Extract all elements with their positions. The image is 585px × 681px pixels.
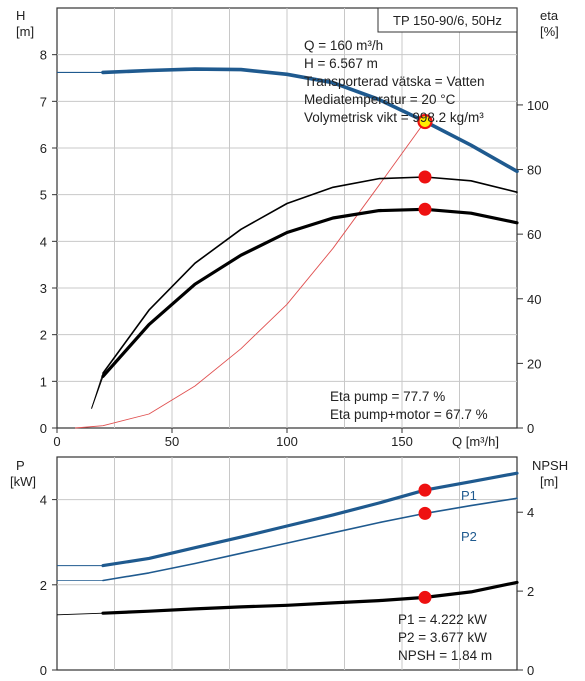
top-y-right-tick-label: 0: [527, 421, 534, 436]
bottom-curve-p2: [102, 497, 518, 582]
bottom-y-right-label: NPSH: [532, 458, 568, 473]
bottom-y-left-tick-label: 4: [40, 493, 47, 508]
top-y-left-tick-label: 6: [40, 141, 47, 156]
bottom-curve-npsh: [101, 580, 519, 615]
series-label-p2: P2: [461, 529, 477, 544]
top-duty-marker: [418, 170, 432, 184]
info-density: Volymetrisk vikt = 998.2 kg/m³: [304, 110, 484, 125]
info-flow: Q = 160 m³/h: [304, 38, 383, 53]
top-y-right-tick-label: 80: [527, 163, 541, 178]
marker-layer: [417, 113, 433, 604]
operating-point-marker: [417, 113, 433, 130]
bottom-y-left-label: P: [16, 458, 25, 473]
top-x-tick-label: 50: [165, 434, 179, 449]
top-x-tick-label: 100: [276, 434, 298, 449]
top-y-right-tick-label: 100: [527, 98, 549, 113]
top-y-right-tick-label: 60: [527, 227, 541, 242]
bottom-y-right-tick-label: 2: [527, 584, 534, 599]
top-y-left-tick-label: 5: [40, 188, 47, 203]
info-eta-pump: Eta pump = 77.7 %: [330, 389, 445, 404]
top-y-right-label: eta: [540, 8, 559, 23]
top-curve-efficiency-thin: [102, 176, 518, 374]
top-y-left-unit: [m]: [16, 24, 34, 39]
top-y-right-unit: [%]: [540, 24, 559, 39]
bottom-y-right-tick-label: 4: [527, 505, 534, 520]
series-label-p1: P1: [461, 488, 477, 503]
top-curve-efficiency-thick-extension: [91, 376, 104, 409]
bottom-y-left-tick-label: 2: [40, 578, 47, 593]
pump-model-label: TP 150-90/6, 50Hz: [393, 13, 502, 28]
info-liquid: Transporterad vätska = Vatten: [304, 74, 484, 89]
bottom-duty-marker: [418, 590, 432, 604]
top-duty-marker: [418, 202, 432, 216]
curve-layer: [56, 67, 519, 616]
info-npsh: NPSH = 1.84 m: [398, 648, 492, 663]
top-y-right-tick-label: 20: [527, 356, 541, 371]
top-x-axis-label: Q [m³/h]: [452, 434, 499, 449]
info-p2: P2 = 3.677 kW: [398, 630, 487, 645]
top-x-tick-label: 150: [391, 434, 413, 449]
top-y-left-tick-label: 7: [40, 94, 47, 109]
top-y-left-tick-label: 8: [40, 48, 47, 63]
bottom-duty-marker: [418, 483, 432, 497]
top-curve-head: [101, 67, 519, 174]
info-p1: P1 = 4.222 kW: [398, 612, 487, 627]
pump-model-box: [377, 7, 518, 33]
top-curve-efficiency-thick: [101, 207, 519, 378]
top-y-left-tick-label: 3: [40, 281, 47, 296]
top-y-left-tick-label: 0: [40, 421, 47, 436]
bottom-duty-marker: [418, 506, 432, 520]
bottom-curve-npsh-extension: [56, 612, 104, 616]
top-x-tick-label: 0: [53, 434, 60, 449]
top-y-left-tick-label: 2: [40, 328, 47, 343]
info-head: H = 6.567 m: [304, 56, 378, 71]
bottom-curve-p1: [101, 471, 519, 568]
bottom-y-left-unit: [kW]: [10, 474, 36, 489]
top-y-left-label: H: [16, 8, 25, 23]
bottom-y-left-tick-label: 0: [40, 663, 47, 678]
bottom-y-right-tick-label: 0: [527, 663, 534, 678]
top-y-left-tick-label: 4: [40, 234, 47, 249]
info-eta-pump-motor: Eta pump+motor = 67.7 %: [330, 407, 488, 422]
top-y-left-tick-label: 1: [40, 374, 47, 389]
top-curve-system: [74, 121, 426, 429]
grid-layer: [57, 8, 517, 670]
info-temperature: Mediatemperatur = 20 °C: [304, 92, 456, 107]
bottom-y-right-unit: [m]: [540, 474, 558, 489]
top-y-right-tick-label: 40: [527, 292, 541, 307]
